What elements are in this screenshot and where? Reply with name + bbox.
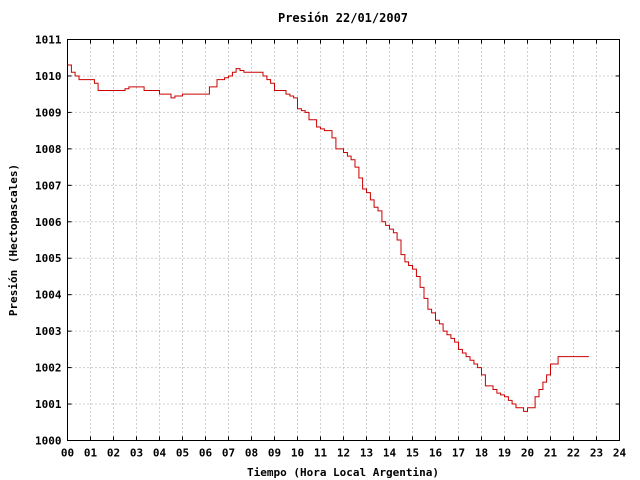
x-tick-label: 11 <box>314 447 328 460</box>
x-tick-label: 23 <box>590 447 603 460</box>
y-tick-label: 1001 <box>35 398 62 411</box>
x-tick-label: 20 <box>521 447 534 460</box>
x-tick-label: 19 <box>498 447 511 460</box>
y-tick-label: 1010 <box>35 70 62 83</box>
y-tick-label: 1003 <box>35 325 62 338</box>
x-tick-label: 24 <box>613 447 627 460</box>
y-tick-label: 1005 <box>35 252 62 265</box>
series-layer <box>67 64 589 412</box>
y-tick-label: 1008 <box>35 143 62 156</box>
y-tick-label: 1004 <box>35 289 62 302</box>
x-tick-label: 15 <box>406 447 419 460</box>
x-axis-label: Tiempo (Hora Local Argentina) <box>247 466 439 479</box>
x-tick-label: 07 <box>222 447 235 460</box>
y-tick-label: 1007 <box>35 179 62 192</box>
pressure-series-line <box>67 64 589 412</box>
x-tick-label: 17 <box>452 447 465 460</box>
tick-marks <box>67 39 620 441</box>
x-tick-label: 00 <box>61 447 74 460</box>
x-tick-label: 08 <box>245 447 258 460</box>
x-tick-label: 16 <box>429 447 443 460</box>
y-tick-label: 1011 <box>35 34 62 47</box>
x-tick-label: 09 <box>268 447 281 460</box>
y-tick-label: 1009 <box>35 106 62 119</box>
y-tick-label: 1002 <box>35 362 62 375</box>
x-tick-label: 21 <box>544 447 558 460</box>
x-tick-label: 10 <box>291 447 304 460</box>
y-axis-label: Presión (Hectopascales) <box>7 164 20 316</box>
x-tick-label: 22 <box>567 447 580 460</box>
x-tick-label: 13 <box>360 447 373 460</box>
grid <box>67 39 620 441</box>
x-tick-label: 03 <box>130 447 143 460</box>
x-tick-label: 18 <box>475 447 488 460</box>
chart-title: Presión 22/01/2007 <box>278 11 408 25</box>
x-tick-labels: 00 01 02 03 04 05 06 07 08 09 10 11 12 13 14 15 16 17 18 19… <box>61 447 627 460</box>
y-tick-labels: 1000 1001 1002 1003 1004 1005 1006 1007 1008 1009… <box>35 34 62 448</box>
y-tick-label: 1006 <box>35 216 62 229</box>
x-tick-label: 06 <box>199 447 213 460</box>
plot-frame <box>67 39 620 441</box>
x-tick-label: 05 <box>176 447 189 460</box>
y-tick-label: 1000 <box>35 435 62 448</box>
x-tick-label: 04 <box>153 447 167 460</box>
x-tick-label: 02 <box>107 447 120 460</box>
x-tick-label: 01 <box>84 447 98 460</box>
x-tick-label: 14 <box>383 447 397 460</box>
x-tick-label: 12 <box>337 447 350 460</box>
